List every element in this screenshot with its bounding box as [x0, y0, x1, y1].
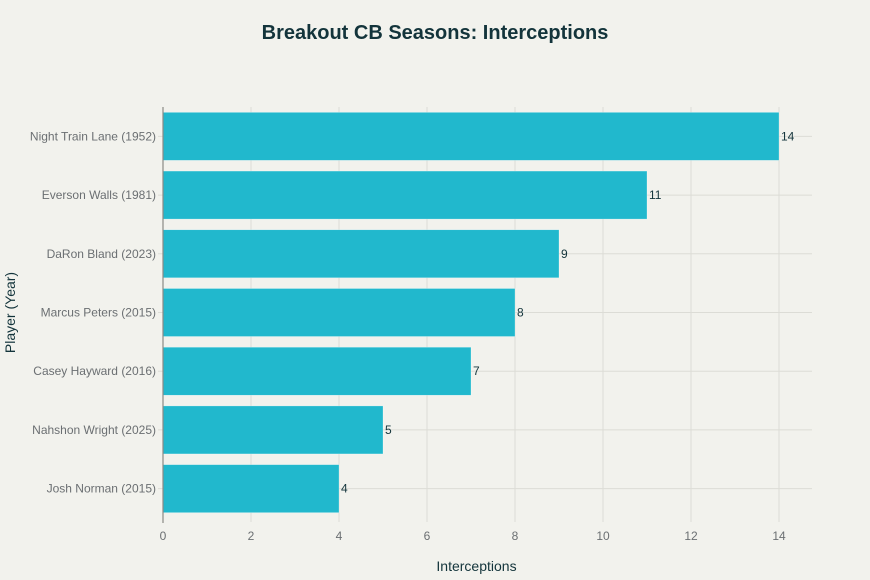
x-tick-label: 10 [596, 529, 610, 543]
x-tick-label: 14 [772, 529, 786, 543]
x-tick-label: 4 [336, 529, 343, 543]
x-tick-label: 0 [160, 529, 167, 543]
y-tick-label: Casey Hayward (2016) [33, 364, 156, 378]
y-tick-label: Josh Norman (2015) [47, 482, 156, 496]
bar[interactable] [162, 170, 648, 220]
x-tick-label: 2 [248, 529, 255, 543]
bar[interactable] [162, 288, 516, 337]
data-label: 11 [649, 188, 662, 202]
data-label: 9 [561, 247, 568, 261]
y-tick-label: Night Train Lane (1952) [30, 129, 156, 143]
data-label: 4 [341, 482, 348, 496]
y-tick-label: Nahshon Wright (2025) [32, 423, 156, 437]
bar[interactable] [162, 405, 384, 455]
bar[interactable] [162, 229, 560, 279]
bar[interactable] [162, 464, 340, 513]
data-label: 14 [781, 129, 795, 143]
x-axis-title: Interceptions [436, 558, 516, 574]
data-label: 8 [517, 306, 524, 320]
y-tick-label: Everson Walls (1981) [42, 188, 156, 202]
bar[interactable] [162, 346, 472, 396]
x-tick-label: 8 [512, 529, 519, 543]
data-labels: 14 11 9 8 7 5 4 [341, 129, 795, 495]
x-tick-labels: 0 2 4 6 8 10 12 14 [160, 529, 786, 543]
x-tick-label: 6 [424, 529, 431, 543]
y-tick-label: Marcus Peters (2015) [41, 306, 156, 320]
y-axis-title: Player (Year) [2, 272, 18, 353]
bars [162, 112, 780, 513]
data-label: 5 [385, 423, 392, 437]
data-label: 7 [473, 364, 480, 378]
y-tick-labels: Night Train Lane (1952) Everson Walls (19… [30, 129, 156, 495]
y-tick-label: DaRon Bland (2023) [47, 247, 156, 261]
bar[interactable] [162, 112, 780, 161]
chart-title: Breakout CB Seasons: Interceptions [261, 22, 609, 44]
x-tick-label: 12 [684, 529, 698, 543]
